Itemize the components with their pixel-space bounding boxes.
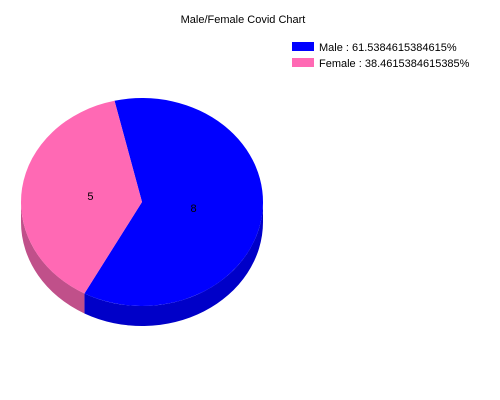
pie-group: 85 xyxy=(20,98,263,326)
pie-side-male xyxy=(84,202,263,326)
legend-label-male: Male : 61.5384615384615% xyxy=(319,42,457,54)
pie-slice-male xyxy=(84,98,263,307)
legend-swatch-male xyxy=(292,42,314,51)
slice-label-male: 8 xyxy=(191,203,197,215)
legend: Male : 61.5384615384615% Female : 38.461… xyxy=(292,42,470,70)
pie-side-female xyxy=(21,202,85,314)
legend-swatch-female xyxy=(292,58,314,67)
slice-label-female: 5 xyxy=(87,191,93,203)
legend-label-female: Female : 38.4615384615385% xyxy=(319,58,470,70)
chart-title: Male/Female Covid Chart xyxy=(181,14,306,26)
pie-slice-female xyxy=(20,100,142,294)
